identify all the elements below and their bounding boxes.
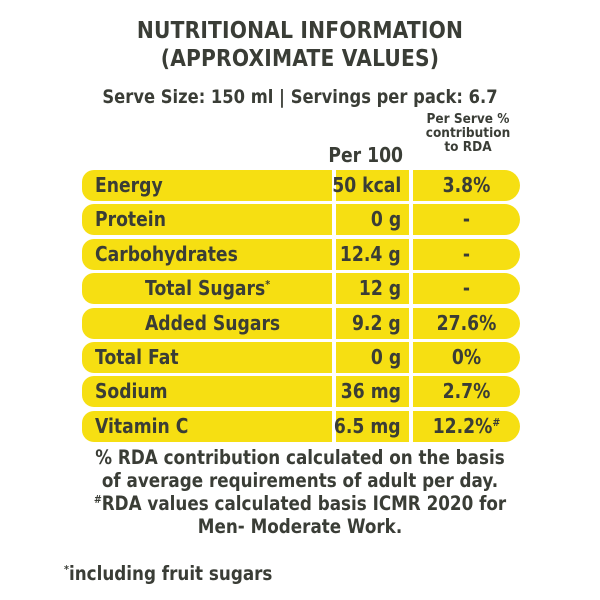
- per-100ml-cell: 50 kcal: [332, 170, 409, 201]
- asterisk-mark: *: [265, 278, 271, 292]
- table-row-total-fat: Total Fat 0 g 0%: [82, 341, 520, 373]
- table-row-protein: Protein 0 g -: [82, 204, 520, 236]
- note-line: of average requirements of adult per day…: [101, 469, 499, 492]
- per-100ml-cell: 36 mg: [336, 376, 409, 408]
- note-line: Men- Moderate Work.: [197, 515, 403, 538]
- serve-size-info: Serve Size: 150 ml | Servings per pack: …: [102, 86, 498, 108]
- nutrient-name-cell: Vitamin C: [82, 410, 332, 442]
- rda-cell: 0%: [413, 341, 520, 373]
- nutrition-table: Energy 50 kcal 3.8% Protein 0 g - Carboh…: [82, 170, 520, 445]
- per-100ml-value: 50 kcal: [331, 173, 401, 197]
- per-100ml-value: 36 mg: [340, 379, 401, 404]
- per-100ml-value: 12.4 g: [340, 241, 401, 266]
- rda-cell: -: [413, 204, 520, 236]
- nutrient-name: Energy: [95, 173, 163, 197]
- nutrient-name: Total Fat: [95, 344, 179, 369]
- nutrient-name-cell: Added Sugars: [82, 307, 332, 339]
- per-100ml-cell: 0 g: [336, 204, 409, 236]
- rda-cell: -: [413, 238, 520, 270]
- per-100ml-cell: 6.5 mg: [334, 410, 409, 442]
- nutrient-name-cell: Total Fat: [82, 341, 332, 373]
- per-100ml-cell: 12 g: [336, 273, 409, 305]
- nutrient-name: Added Sugars: [145, 310, 281, 335]
- rda-value-wrap: 12.2%#: [420, 411, 512, 442]
- nutrient-name-cell: Protein: [82, 204, 332, 236]
- rda-cell: 12.2%#: [413, 410, 520, 442]
- fruit-sugar-footnote: *including fruit sugars: [64, 562, 272, 585]
- rda-value: 27.6%: [436, 310, 497, 335]
- nutrient-name-wrap: Total Sugars*: [145, 273, 270, 304]
- nutrient-name: Sodium: [95, 379, 168, 404]
- nutrient-name: Carbohydrates: [95, 241, 238, 266]
- nutrient-name-cell: Energy: [82, 170, 332, 201]
- hash-mark: #: [492, 415, 501, 429]
- table-row-added-sugars: Added Sugars 9.2 g 27.6%: [82, 307, 520, 339]
- rda-column-header: Per Serve % contribution to RDA: [423, 112, 513, 154]
- per-100ml-value: 0 g: [370, 207, 401, 232]
- rda-cell: -: [413, 273, 520, 305]
- rda-header-line: Per Serve %: [426, 111, 510, 127]
- rda-cell: 2.7%: [413, 376, 520, 408]
- nutrient-name-cell: Sodium: [82, 376, 332, 408]
- per-100ml-cell: 9.2 g: [336, 307, 409, 339]
- panel-subtitle: (APPROXIMATE VALUES): [160, 46, 440, 72]
- footnote-text: including fruit sugars: [68, 562, 273, 585]
- asterisk-mark: *: [64, 563, 69, 576]
- panel-title: NUTRITIONAL INFORMATION: [136, 18, 464, 44]
- table-row-energy: Energy 50 kcal 3.8%: [82, 170, 520, 201]
- per-100ml-cell: 0 g: [336, 341, 409, 373]
- rda-value: -: [462, 276, 471, 301]
- nutrient-name-cell: Carbohydrates: [82, 238, 332, 270]
- rda-cell: 3.8%: [413, 170, 520, 201]
- rda-value: 0%: [451, 344, 482, 369]
- rda-value: 2.7%: [442, 379, 491, 404]
- rda-cell: 27.6%: [413, 307, 520, 339]
- rda-value: 3.8%: [442, 173, 491, 197]
- rda-header-line: to RDA: [444, 139, 492, 155]
- table-row-total-sugars: Total Sugars* 12 g -: [82, 273, 520, 305]
- per-100ml-value: 9.2 g: [352, 310, 401, 335]
- rda-notes: % RDA contribution calculated on the bas…: [0, 446, 600, 538]
- note-line: % RDA contribution calculated on the bas…: [95, 446, 505, 469]
- table-row-carbohydrates: Carbohydrates 12.4 g -: [82, 238, 520, 270]
- rda-header-line: contribution: [425, 125, 511, 141]
- hash-mark: #: [93, 493, 102, 506]
- nutrient-name: Total Sugars: [145, 276, 266, 301]
- per-100ml-value: 0 g: [370, 344, 401, 369]
- nutrient-name-cell: Total Sugars*: [82, 273, 332, 305]
- table-row-sodium: Sodium 36 mg 2.7%: [82, 376, 520, 408]
- nutrient-name: Protein: [95, 207, 166, 232]
- per-100ml-value: 12 g: [358, 276, 401, 301]
- note-line-icmr: #RDA values calculated basis ICMR 2020 f…: [42, 492, 558, 515]
- rda-value: -: [462, 241, 471, 266]
- per-100ml-value: 6.5 mg: [334, 413, 401, 438]
- nutrient-name: Vitamin C: [95, 413, 189, 438]
- table-row-vitamin-c: Vitamin C 6.5 mg 12.2%#: [82, 410, 520, 442]
- rda-value: 12.2%: [432, 413, 493, 438]
- per-100ml-cell: 12.4 g: [336, 238, 409, 270]
- note-text: RDA values calculated basis ICMR 2020 fo…: [101, 492, 507, 515]
- rda-value: -: [462, 207, 471, 232]
